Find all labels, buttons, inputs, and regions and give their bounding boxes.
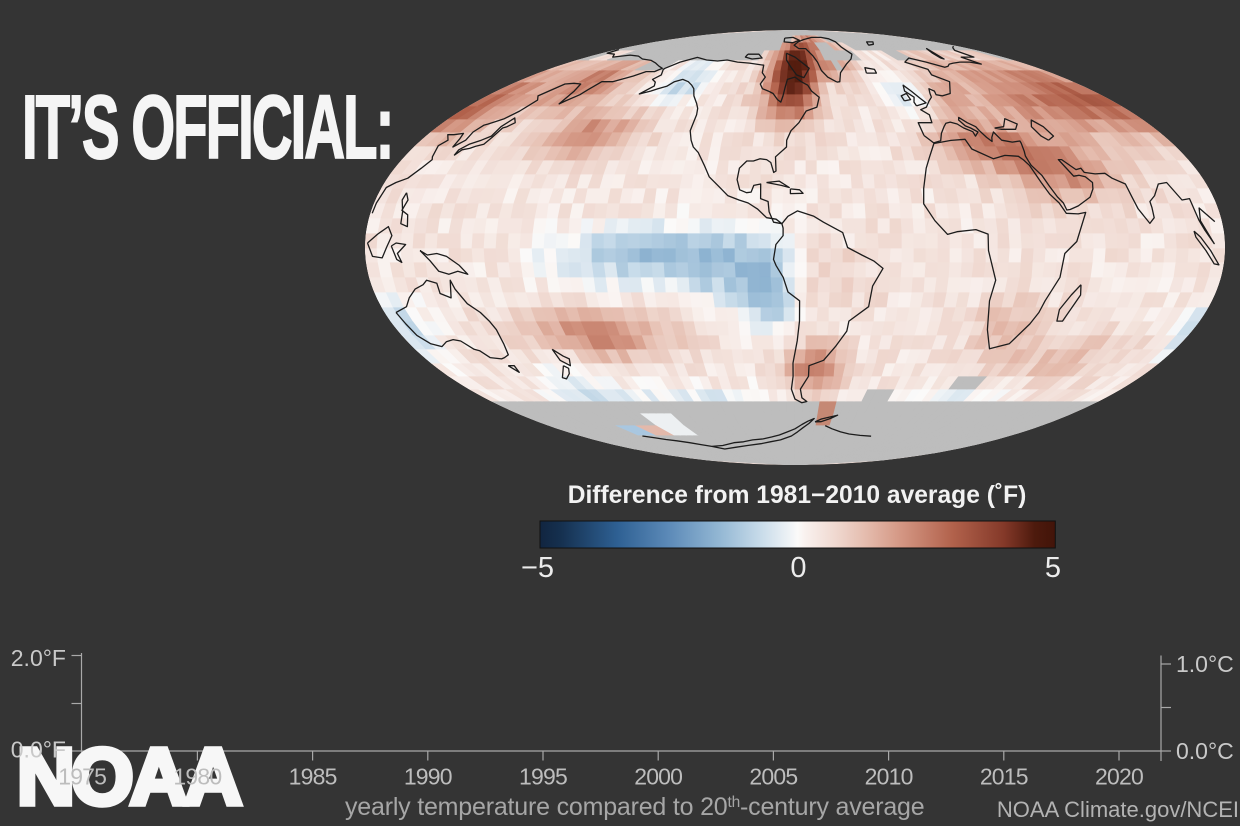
svg-text:NOAA Climate.gov/NCEI: NOAA Climate.gov/NCEI: [997, 797, 1239, 822]
svg-text:1980: 1980: [173, 764, 221, 790]
svg-text:1975: 1975: [58, 764, 106, 790]
svg-text:−5: −5: [521, 552, 554, 584]
svg-text:1995: 1995: [519, 764, 567, 790]
svg-text:1985: 1985: [289, 764, 337, 790]
svg-text:2005: 2005: [749, 764, 797, 790]
svg-text:2015: 2015: [980, 764, 1028, 790]
svg-text:IT’S OFFICIAL:: IT’S OFFICIAL:: [22, 76, 393, 177]
svg-text:1990: 1990: [404, 764, 452, 790]
svg-text:NOAA: NOAA: [17, 732, 240, 821]
svg-text:2.0°F: 2.0°F: [11, 645, 66, 671]
svg-text:2010: 2010: [865, 764, 913, 790]
svg-text:Difference from 1981−2010 aver: Difference from 1981−2010 average (˚F): [568, 482, 1027, 509]
svg-text:2000: 2000: [634, 764, 682, 790]
svg-text:yearly temperature compared to: yearly temperature compared to 20th-cent…: [345, 793, 924, 821]
svg-text:1.0°C: 1.0°C: [1176, 651, 1234, 677]
svg-text:2020: 2020: [1095, 764, 1143, 790]
svg-text:0: 0: [790, 552, 806, 584]
svg-text:5: 5: [1045, 552, 1061, 584]
svg-text:0.0°C: 0.0°C: [1176, 738, 1234, 764]
svg-text:0.0°F: 0.0°F: [11, 737, 66, 763]
